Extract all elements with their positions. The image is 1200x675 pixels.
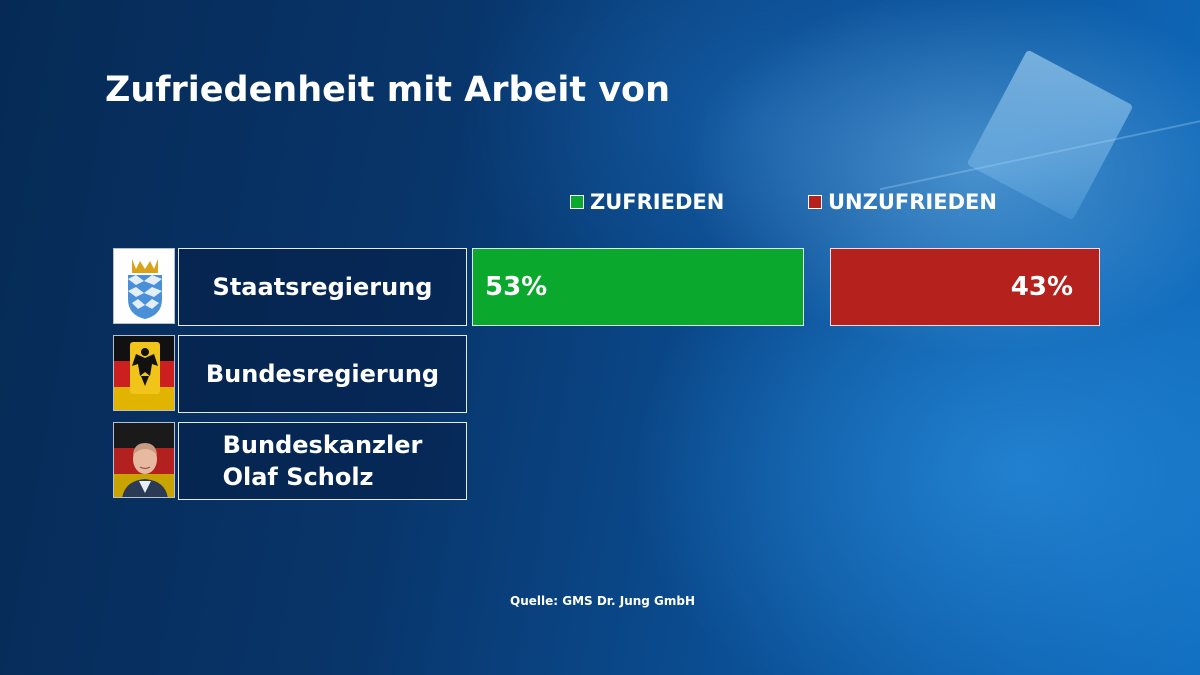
source-note: Quelle: GMS Dr. Jung GmbH xyxy=(510,594,696,608)
category-label: Staatsregierung xyxy=(212,273,433,301)
german-eagle-flag-icon xyxy=(113,335,175,411)
legend-label-zufrieden: ZUFRIEDEN xyxy=(590,190,725,214)
legend-item-zufrieden: ZUFRIEDEN xyxy=(570,190,724,214)
chart-title: Zufriedenheit mit Arbeit von xyxy=(105,70,671,110)
legend-item-unzufrieden: UNZUFRIEDEN xyxy=(808,190,997,214)
row-label-bundeskanzler: Bundeskanzler Olaf Scholz xyxy=(178,422,467,500)
data-label-zufrieden: 53% xyxy=(485,272,548,302)
legend-swatch-red xyxy=(808,195,822,209)
category-label-line1: Bundeskanzler xyxy=(222,431,423,459)
bar-unzufrieden-staatsregierung: 43% xyxy=(830,248,1100,326)
category-label-line2: Olaf Scholz xyxy=(222,463,374,491)
bavaria-coat-of-arms-icon xyxy=(113,248,175,324)
row-label-staatsregierung: Staatsregierung xyxy=(178,248,467,326)
row-label-bundesregierung: Bundesregierung xyxy=(178,335,467,413)
olaf-scholz-portrait xyxy=(113,422,175,498)
legend-swatch-green xyxy=(570,195,584,209)
legend-label-unzufrieden: UNZUFRIEDEN xyxy=(828,190,997,214)
data-label-unzufrieden: 43% xyxy=(1010,272,1073,302)
category-label: Bundesregierung xyxy=(205,360,440,388)
bar-zufrieden-staatsregierung: 53% xyxy=(472,248,804,326)
